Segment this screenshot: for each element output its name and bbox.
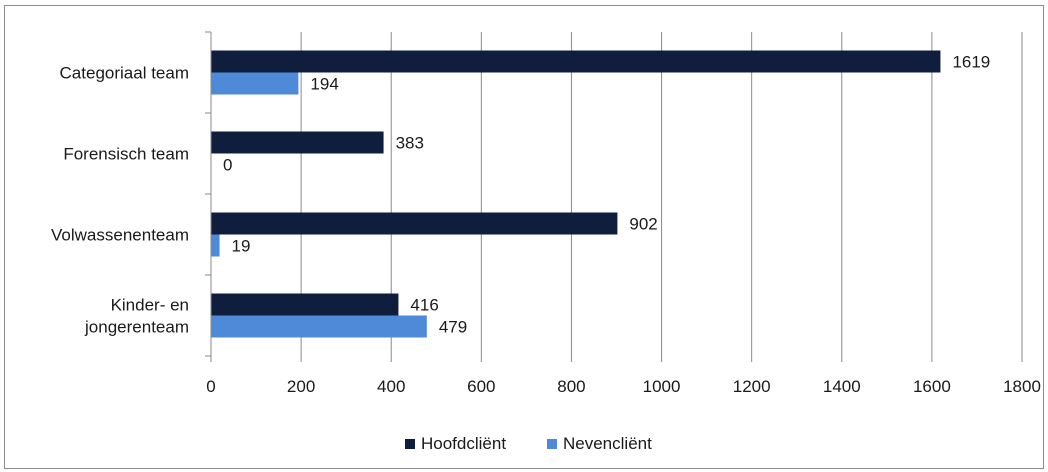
bar (211, 234, 220, 257)
x-tick-label: 1600 (913, 377, 951, 396)
category-label: Forensisch team (63, 145, 189, 164)
x-tick-label: 1000 (643, 377, 681, 396)
bar-layer (211, 50, 941, 338)
data-label: 479 (439, 318, 467, 337)
x-tick-label: 800 (557, 377, 585, 396)
category-label: Kinder- en (111, 296, 189, 315)
legend-label: Nevencliënt (563, 434, 652, 453)
legend: Hoofdcliënt Nevencliënt (405, 434, 652, 453)
legend-swatch (547, 439, 557, 449)
data-label: 1619 (952, 53, 990, 72)
axis-layer: 0 200 400 600 800 1000 1200 1400 1600 1800 (205, 31, 1041, 396)
x-tick-label: 1800 (1003, 377, 1041, 396)
x-tick-label: 1400 (823, 377, 861, 396)
bar (211, 72, 299, 95)
category-label: Volwassenenteam (51, 226, 189, 245)
data-label: 902 (629, 215, 657, 234)
label-layer: Categoriaal team Forensisch team Volwassen… (51, 53, 990, 337)
bar (211, 212, 618, 235)
data-label: 0 (223, 156, 232, 175)
grid-layer (300, 32, 1023, 356)
x-tick-label: 400 (377, 377, 405, 396)
category-label: Categoriaal team (60, 64, 189, 83)
bar (211, 315, 427, 338)
bar (211, 293, 399, 316)
data-label: 416 (410, 296, 438, 315)
x-tick-label: 600 (467, 377, 495, 396)
data-label: 194 (310, 75, 338, 94)
category-label: jongerenteam (84, 318, 189, 337)
legend-label: Hoofdcliënt (421, 434, 506, 453)
x-tick-label: 1200 (733, 377, 771, 396)
chart-frame (4, 5, 1044, 469)
bar (211, 50, 941, 73)
data-label: 383 (396, 134, 424, 153)
legend-swatch (405, 439, 415, 449)
bar (211, 131, 384, 154)
x-tick-label: 0 (206, 377, 215, 396)
data-label: 19 (232, 237, 251, 256)
x-tick-label: 200 (287, 377, 315, 396)
